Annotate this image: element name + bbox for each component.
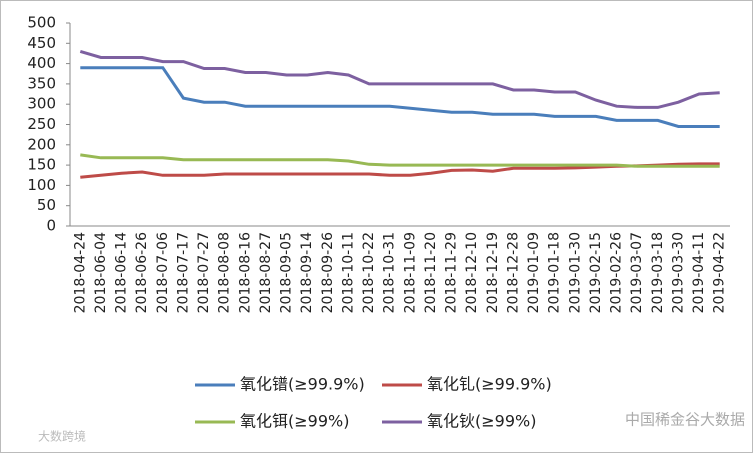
y-tick-label: 150 (27, 156, 56, 174)
series-line (80, 66, 720, 128)
x-tick-label: 2018-10-11 (340, 232, 356, 313)
x-tick-label: 2018-12-28 (505, 232, 521, 313)
x-tick-label: 2019-04-22 (712, 232, 728, 313)
x-tick-label: 2018-09-05 (279, 232, 295, 313)
x-tick-label: 2018-11-29 (444, 232, 460, 313)
series-line (80, 153, 720, 168)
x-tick-label: 2019-01-30 (567, 232, 583, 313)
legend-label: 氧化镨(≥99.9%) (240, 375, 365, 394)
x-tick-label: 2018-06-14 (114, 232, 130, 313)
legend-label: 氧化铒(≥99%) (240, 412, 349, 431)
x-tick-label: 2019-03-18 (650, 232, 666, 313)
x-tick-label: 2018-04-24 (72, 232, 88, 313)
legend-label: 氧化钆(≥99.9%) (427, 375, 552, 394)
x-tick-label: 2018-11-09 (402, 232, 418, 313)
y-tick-label: 250 (27, 115, 56, 133)
legend-label: 氧化钬(≥99%) (427, 412, 536, 431)
watermark: 中国稀金谷大数据 (625, 411, 745, 429)
x-tick-label: 2018-12-10 (464, 232, 480, 313)
x-tick-label: 2018-06-04 (93, 232, 109, 313)
x-tick-label: 2019-03-30 (670, 232, 686, 313)
y-tick-label: 300 (27, 95, 56, 113)
y-tick-label: 350 (27, 74, 56, 92)
y-tick-label: 450 (27, 34, 56, 52)
y-tick-label: 50 (37, 196, 56, 214)
x-tick-label: 2019-03-07 (629, 232, 645, 313)
y-tick-label: 200 (27, 135, 56, 153)
y-tick-label: 0 (46, 217, 56, 235)
x-tick-label: 2018-07-17 (175, 232, 191, 313)
x-tick-label: 2018-09-14 (299, 232, 315, 313)
x-tick-label: 2018-10-22 (361, 232, 377, 313)
x-tick-label: 2018-07-06 (155, 232, 171, 313)
y-tick-label: 500 (27, 14, 56, 32)
x-tick-label: 2019-01-09 (526, 232, 542, 313)
x-tick-label: 2019-02-15 (588, 232, 604, 313)
x-tick-label: 2019-04-11 (691, 232, 707, 313)
y-tick-label: 400 (27, 54, 56, 72)
x-tick-label: 2018-10-31 (382, 232, 398, 313)
x-tick-label: 2018-12-19 (485, 232, 501, 313)
watermark: 大数跨境 (38, 429, 86, 444)
x-tick-label: 2018-08-08 (217, 232, 233, 313)
x-tick-label: 2018-06-26 (134, 232, 150, 313)
x-tick-label: 2019-01-18 (547, 232, 563, 313)
series-line (79, 49, 720, 109)
x-tick-label: 2018-09-26 (320, 232, 336, 313)
x-tick-label: 2018-08-16 (237, 232, 253, 313)
x-tick-label: 2018-08-27 (258, 232, 274, 313)
x-tick-label: 2018-07-27 (196, 232, 212, 313)
x-tick-label: 2018-11-20 (423, 232, 439, 313)
y-tick-label: 100 (27, 176, 56, 194)
x-tick-label: 2019-02-26 (609, 232, 625, 313)
